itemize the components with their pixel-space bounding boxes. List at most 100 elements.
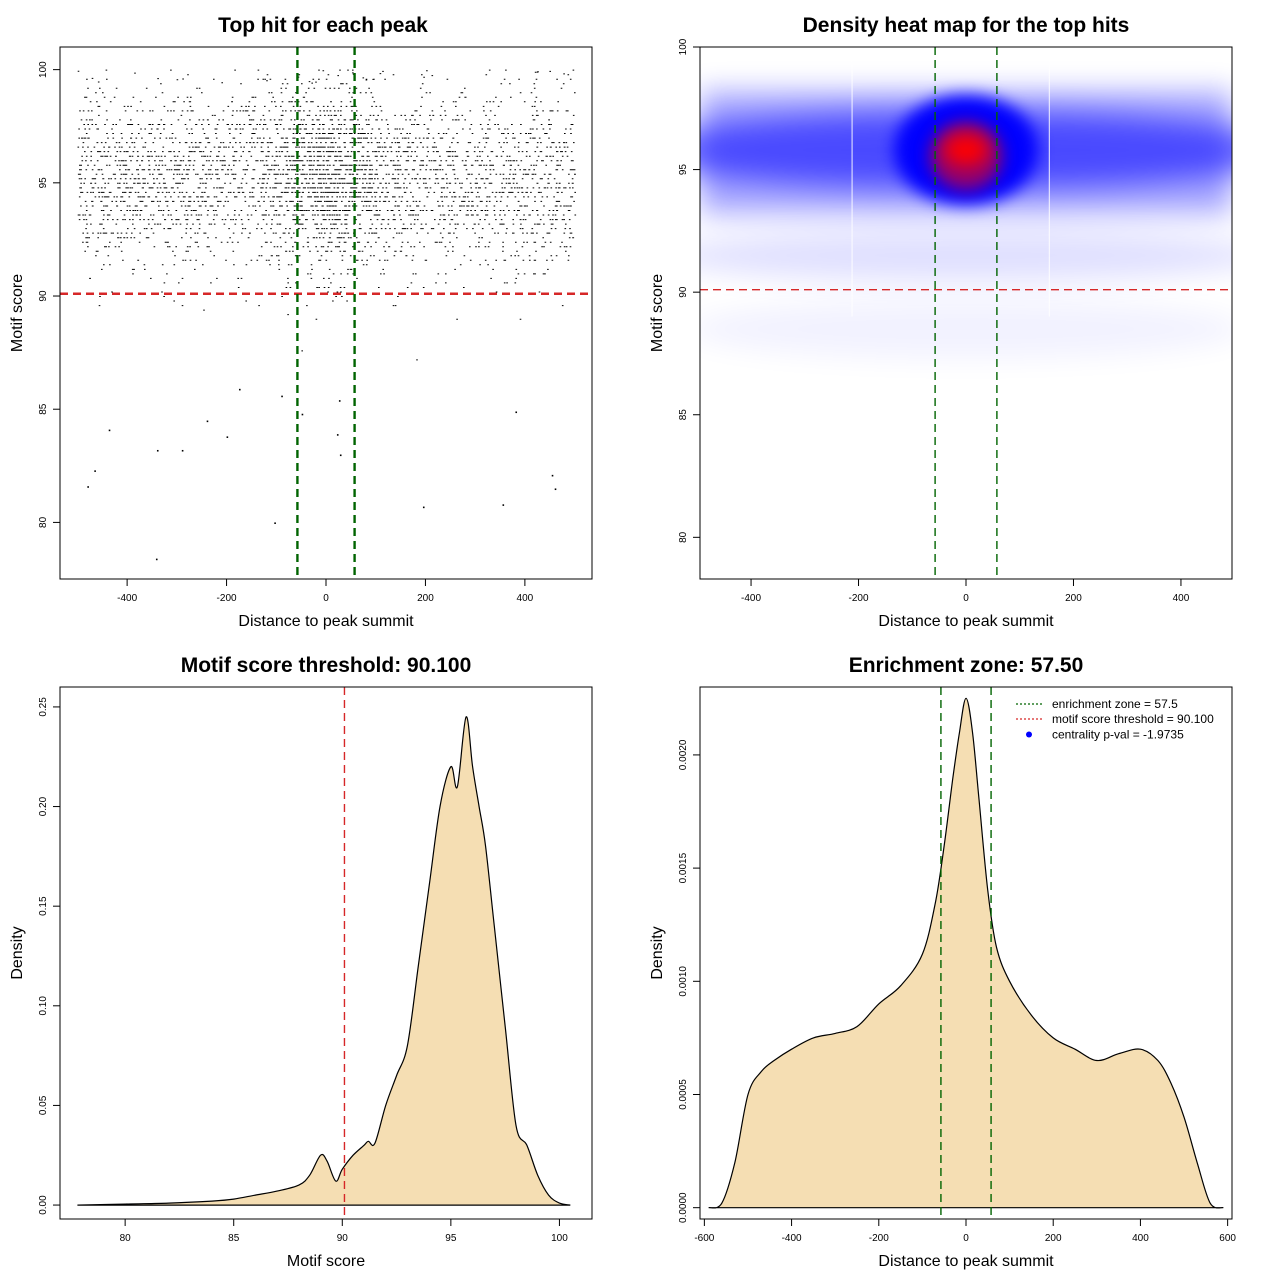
y-tick-label: 0.20 (38, 796, 49, 816)
scatter-point (274, 522, 276, 525)
y-tick-label: 100 (38, 61, 49, 78)
heatmap-panel: Density heat map for the top hits -400 -2… (649, 14, 1233, 630)
scatter-point (336, 434, 339, 436)
distance-density-title: Enrichment zone: 57.50 (849, 654, 1084, 677)
y-tick-label: 0.15 (38, 896, 49, 916)
x-tick-label: -400 (117, 593, 137, 604)
x-tick-label: 200 (1065, 593, 1082, 604)
distance-density-curve (708, 697, 1224, 1209)
score-density-title: Motif score threshold: 90.100 (181, 654, 472, 677)
score-density-curve (77, 716, 571, 1206)
y-tick-label: 0.0005 (678, 1079, 689, 1110)
scatter-point (226, 436, 229, 438)
legend-label-centrality: centrality p-val = -1.9735 (1052, 728, 1184, 742)
heatmap-density (700, 47, 1232, 579)
x-tick-label: 200 (417, 593, 434, 604)
y-tick-label: 0.0010 (678, 966, 689, 997)
x-tick-label: -200 (849, 593, 869, 604)
scatter-point (339, 454, 342, 457)
scatter-points (77, 69, 577, 561)
y-tick-label: 0.25 (38, 697, 49, 717)
scatter-point (502, 504, 505, 506)
score-density-x-axis-label: Motif score (287, 1253, 365, 1270)
distance-density-axes: -600 -400 -200 0 200 400 600 0.0000 0.0005 0.0010… (678, 739, 1236, 1244)
score-density-plot-frame (59, 686, 593, 1220)
x-tick-label: 100 (551, 1233, 568, 1244)
x-tick-label: 400 (1173, 593, 1190, 604)
distance-density-reference-lines (940, 687, 992, 1219)
heatmap-title: Density heat map for the top hits (803, 14, 1130, 37)
y-tick-label: 0.0015 (678, 852, 689, 883)
x-tick-label: -400 (782, 1233, 802, 1244)
heatmap-x-axis-label: Distance to peak summit (878, 613, 1054, 630)
heatmap-axes: -400 -200 0 200 400 80 85 90 95 100 (678, 38, 1190, 604)
y-tick-label: 80 (38, 516, 49, 528)
x-tick-label: 85 (228, 1233, 240, 1244)
y-tick-label: 95 (678, 164, 689, 176)
x-tick-label: 400 (517, 593, 534, 604)
scatter-point (338, 400, 341, 402)
scatter-point (108, 429, 111, 432)
x-tick-label: -400 (741, 593, 761, 604)
x-tick-label: -200 (217, 593, 237, 604)
scatter-point (515, 411, 518, 414)
legend-dot-centrality (1026, 731, 1032, 738)
scatter-y-axis-label: Motif score (9, 274, 26, 352)
score-density-panel: Motif score threshold: 90.100 80 85 90 95 10… (9, 654, 593, 1270)
density-band-low (700, 229, 1232, 282)
scatter-point (422, 506, 425, 509)
legend-label-motif-threshold: motif score threshold = 90.100 (1052, 712, 1214, 726)
heatmap-y-axis-label: Motif score (649, 274, 666, 352)
scatter-point (206, 420, 209, 423)
distance-density-legend: enrichment zone = 57.5 motif score thres… (1016, 697, 1214, 742)
scatter-point (551, 474, 554, 477)
x-tick-label: 95 (445, 1233, 457, 1244)
x-tick-label: 0 (963, 593, 969, 604)
y-tick-label: 0.05 (38, 1095, 49, 1115)
score-density-y-axis-label: Density (9, 926, 26, 979)
x-tick-label: -600 (694, 1233, 714, 1244)
y-tick-label: 80 (678, 531, 689, 543)
scatter-axes: -400 -200 0 200 400 80 85 90 95 100 (38, 61, 534, 604)
x-tick-label: 200 (1045, 1233, 1062, 1244)
scatter-panel: Top hit for each peak -400 -200 0 200 400 80 8… (9, 14, 593, 630)
scatter-x-axis-label: Distance to peak summit (238, 613, 414, 630)
y-tick-label: 95 (38, 177, 49, 189)
scatter-point (281, 395, 283, 398)
density-hot-spot (944, 133, 988, 166)
heatmap-reference-lines (700, 47, 1232, 579)
y-tick-label: 100 (678, 38, 689, 55)
scatter-reference-lines (60, 47, 592, 579)
scatter-title: Top hit for each peak (218, 14, 428, 37)
x-tick-label: -200 (869, 1233, 889, 1244)
x-tick-label: 90 (337, 1233, 349, 1244)
y-tick-label: 90 (678, 286, 689, 298)
distance-density-y-axis-label: Density (649, 926, 666, 979)
distance-density-x-axis-label: Distance to peak summit (878, 1253, 1054, 1270)
scatter-point (238, 388, 241, 391)
scatter-point (94, 470, 96, 472)
distance-density-panel: Enrichment zone: 57.50 -600 -400 -200 0 200 4… (649, 654, 1236, 1270)
y-tick-label: 0.0020 (678, 739, 689, 770)
legend-label-enrichment-zone: enrichment zone = 57.5 (1052, 697, 1178, 711)
scatter-point (156, 449, 159, 452)
y-tick-label: 0.10 (38, 996, 49, 1016)
x-tick-label: 0 (323, 593, 329, 604)
scatter-point (301, 413, 304, 416)
density-band-tail (700, 298, 1232, 359)
scatter-point-cloud (77, 69, 577, 361)
scatter-point (554, 488, 557, 491)
score-density-axes: 80 85 90 95 100 0.00 0.05 0.10 0.15 0.20 0.25 (38, 697, 568, 1244)
scatter-point (87, 486, 89, 488)
x-tick-label: 0 (963, 1233, 969, 1244)
y-tick-label: 85 (38, 403, 49, 415)
y-tick-label: 85 (678, 409, 689, 421)
x-tick-label: 600 (1219, 1233, 1236, 1244)
scatter-plot-frame (59, 46, 593, 580)
x-tick-label: 400 (1132, 1233, 1149, 1244)
scatter-point (155, 558, 158, 561)
y-tick-label: 90 (38, 290, 49, 302)
y-tick-label: 0.00 (38, 1195, 49, 1215)
y-tick-label: 0.0000 (678, 1192, 689, 1223)
